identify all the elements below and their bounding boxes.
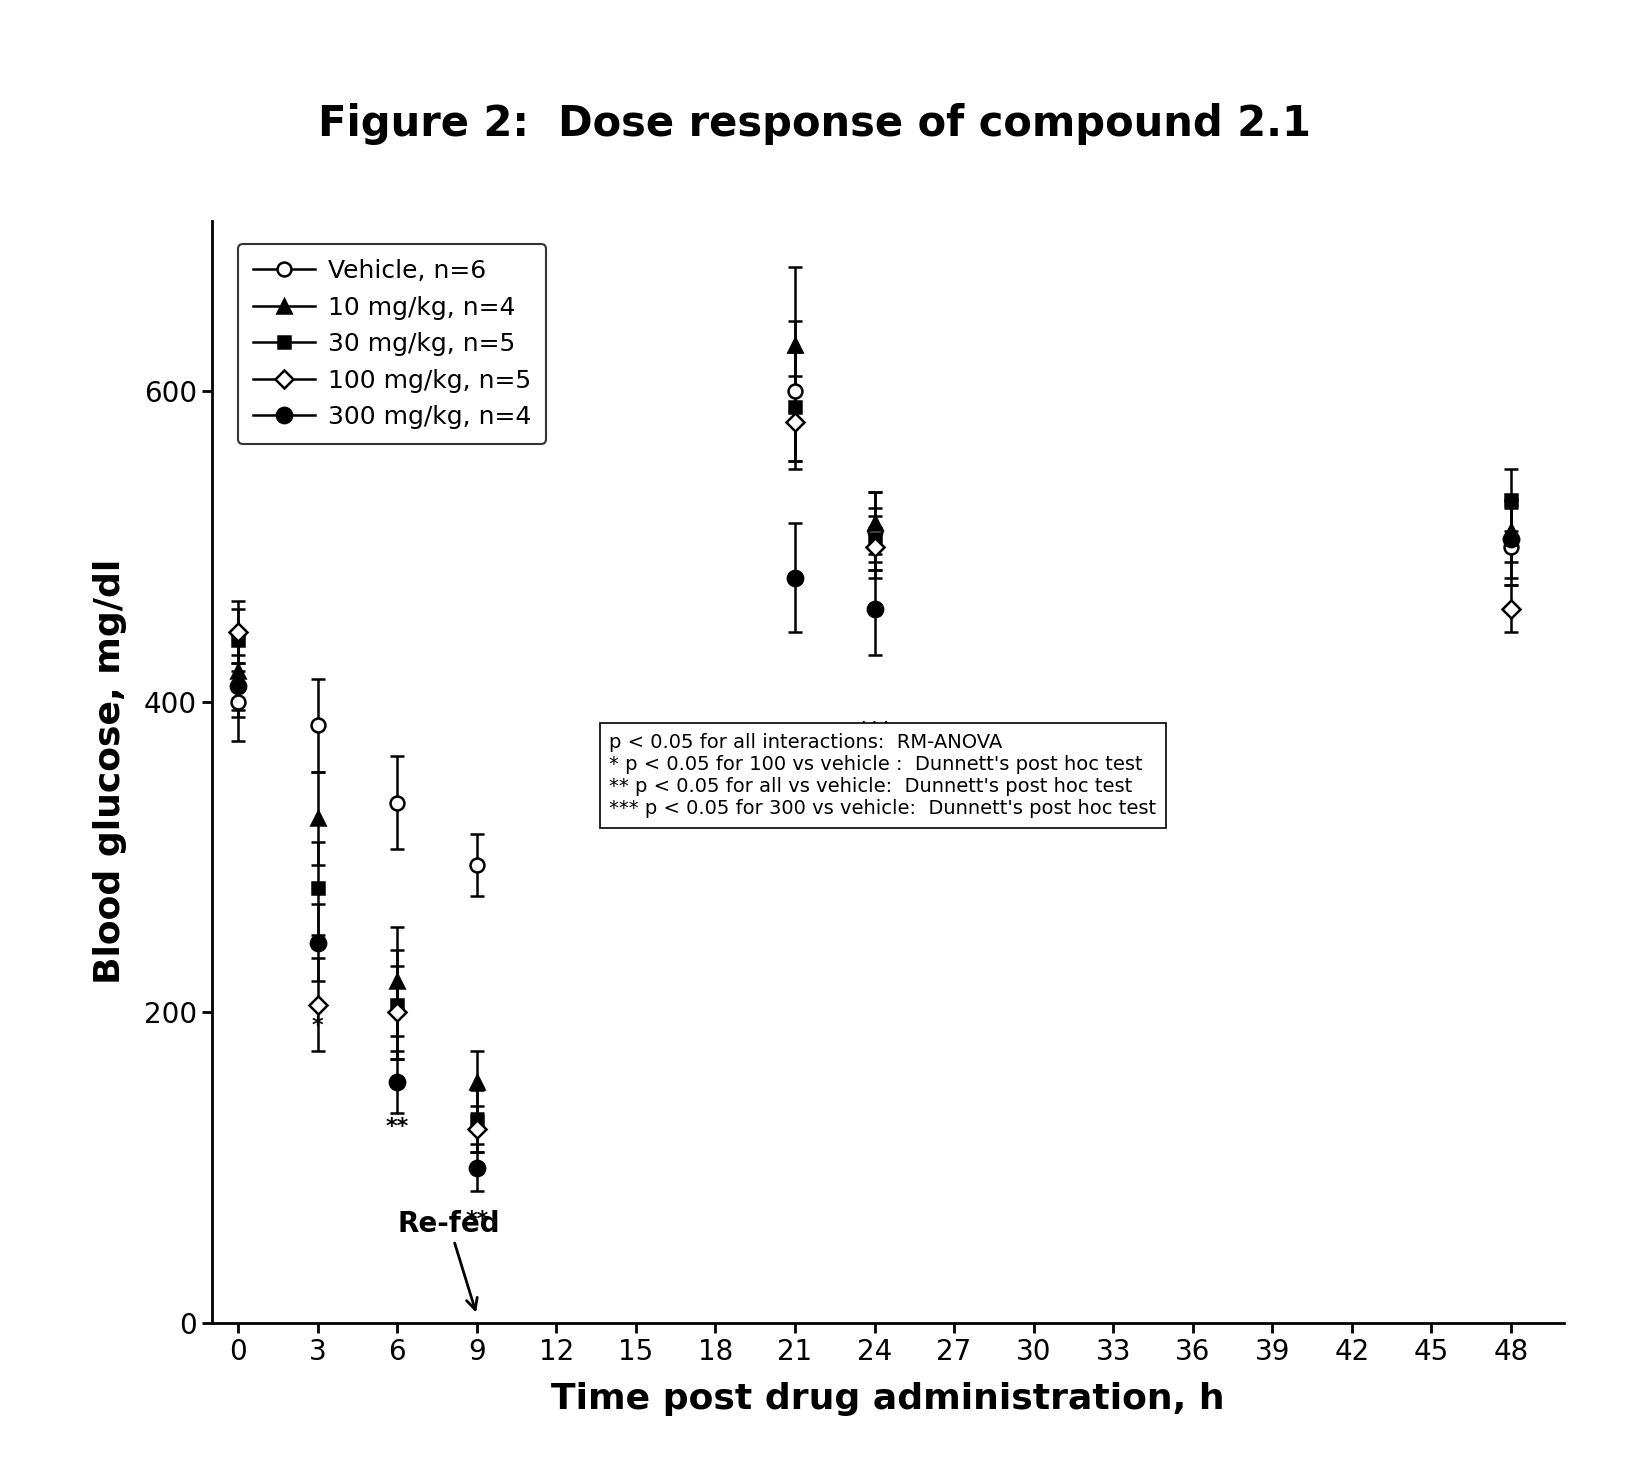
Text: *: * bbox=[313, 1016, 324, 1036]
Legend: Vehicle, n=6, 10 mg/kg, n=4, 30 mg/kg, n=5, 100 mg/kg, n=5, 300 mg/kg, n=4: Vehicle, n=6, 10 mg/kg, n=4, 30 mg/kg, n… bbox=[238, 244, 546, 444]
Text: p < 0.05 for all interactions:  RM-ANOVA
* p < 0.05 for 100 vs vehicle :  Dunnet: p < 0.05 for all interactions: RM-ANOVA … bbox=[609, 734, 1157, 817]
X-axis label: Time post drug administration, h: Time post drug administration, h bbox=[551, 1382, 1225, 1416]
Text: **: ** bbox=[386, 1117, 409, 1136]
Y-axis label: Blood glucose, mg/dl: Blood glucose, mg/dl bbox=[93, 559, 127, 985]
Text: Figure 2:  Dose response of compound 2.1: Figure 2: Dose response of compound 2.1 bbox=[318, 103, 1311, 146]
Text: ***: *** bbox=[857, 720, 893, 741]
Text: **: ** bbox=[466, 1210, 489, 1230]
Text: Re-fed: Re-fed bbox=[397, 1210, 500, 1310]
